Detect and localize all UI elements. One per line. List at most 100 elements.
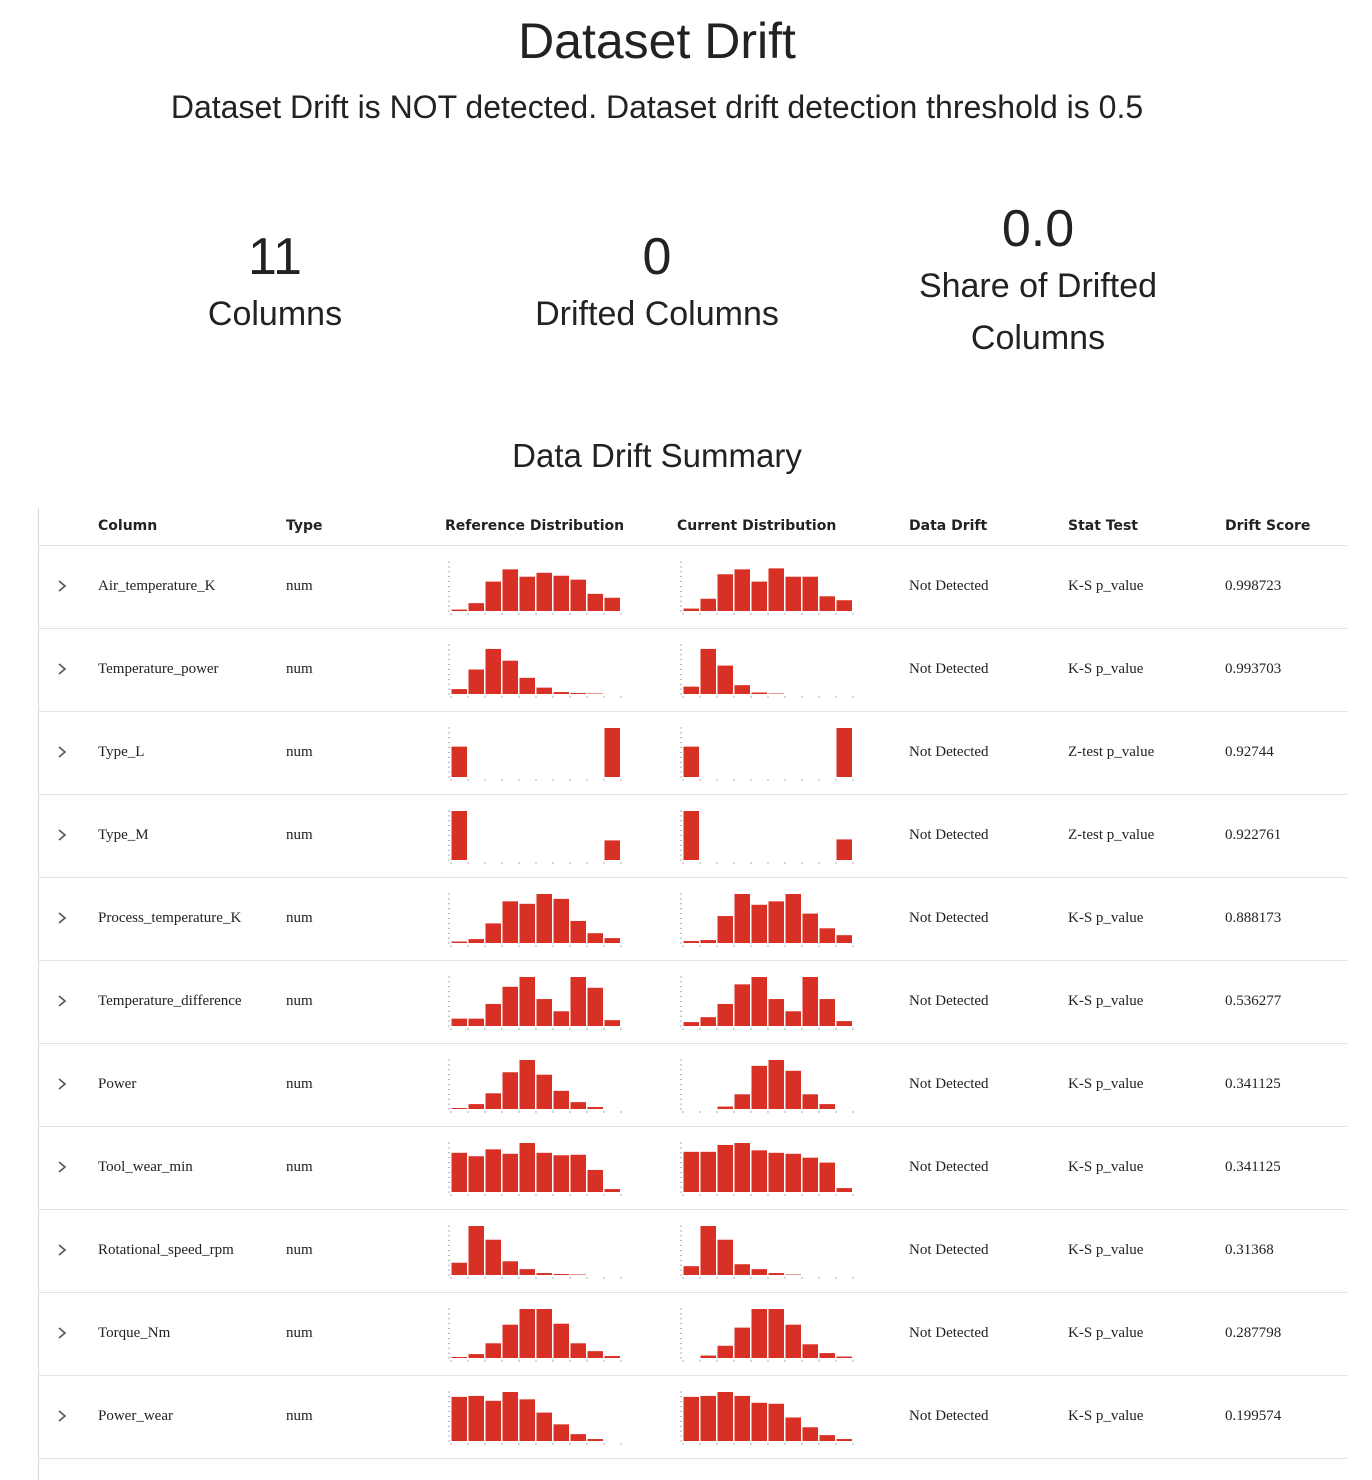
histogram-bar: [802, 576, 818, 611]
histogram-bar: [502, 1261, 518, 1275]
reference-distribution-chart: [448, 1308, 622, 1362]
histogram-bar: [734, 984, 750, 1026]
histogram-bar: [553, 1274, 569, 1275]
chevron-right-icon[interactable]: [55, 1323, 69, 1343]
histogram-bar: [485, 923, 501, 943]
histogram-bar: [802, 1157, 818, 1192]
histogram-bar: [451, 941, 467, 943]
chevron-right-icon[interactable]: [55, 1406, 69, 1426]
histogram-bar: [587, 1439, 603, 1441]
histogram-bar: [536, 1273, 552, 1275]
chevron-right-icon[interactable]: [55, 1240, 69, 1260]
column-type: num: [286, 578, 313, 594]
histogram-bar: [751, 977, 767, 1026]
chevron-right-icon[interactable]: [55, 908, 69, 928]
histogram-bar: [502, 569, 518, 611]
histogram-bar: [468, 603, 484, 611]
drift-score: 0.888173: [1225, 910, 1282, 926]
header-reference-distribution[interactable]: Reference Distribution: [445, 518, 625, 534]
histogram-bar: [768, 1309, 784, 1358]
chevron-right-icon[interactable]: [55, 659, 69, 679]
column-name: Temperature_difference: [98, 993, 242, 1009]
header-column[interactable]: Column: [98, 518, 158, 534]
table-row: Rotational_speed_rpm num Not Detected K-S p…: [39, 1210, 1347, 1293]
chevron-right-icon[interactable]: [55, 576, 69, 596]
histogram-bar: [683, 746, 699, 777]
header-current-distribution[interactable]: Current Distribution: [677, 518, 837, 534]
histogram-bar: [734, 1264, 750, 1275]
stat-test: Z-test p_value: [1068, 827, 1155, 843]
histogram-bar: [468, 1104, 484, 1109]
histogram-bar: [717, 665, 733, 694]
histogram-bar: [468, 1354, 484, 1358]
drift-score: 0.993703: [1225, 661, 1282, 677]
histogram-bar: [683, 941, 699, 943]
histogram-bar: [502, 1072, 518, 1109]
histogram-bar: [519, 1399, 535, 1441]
histogram-bar: [768, 901, 784, 943]
histogram-bar: [502, 1392, 518, 1441]
header-data-drift[interactable]: Data Drift: [909, 518, 988, 534]
histogram-bar: [451, 1152, 467, 1192]
header-stat-test[interactable]: Stat Test: [1068, 518, 1138, 534]
histogram-bar: [451, 811, 467, 860]
column-type: num: [286, 910, 313, 926]
histogram-bar: [485, 1149, 501, 1192]
histogram-bar: [604, 1189, 620, 1192]
histogram-bar: [751, 1065, 767, 1109]
drift-score: 0.199574: [1225, 1408, 1282, 1424]
chevron-right-icon[interactable]: [55, 1157, 69, 1177]
histogram-bar: [785, 894, 801, 943]
histogram-bar: [553, 1155, 569, 1192]
chevron-right-icon[interactable]: [55, 991, 69, 1011]
histogram-bar: [451, 1396, 467, 1441]
histogram-bar: [819, 1353, 835, 1358]
column-name: Temperature_power: [98, 661, 219, 677]
histogram-bar: [785, 1011, 801, 1026]
histogram-bar: [519, 1143, 535, 1192]
chevron-right-icon[interactable]: [55, 1074, 69, 1094]
table-row: Type_L num Not Detected Z-test p_value 0.927…: [39, 712, 1347, 795]
column-type: num: [286, 827, 313, 843]
histogram-bar: [485, 1093, 501, 1109]
histogram-bar: [802, 913, 818, 943]
column-name: Type_L: [98, 744, 145, 760]
histogram-bar: [536, 1412, 552, 1441]
histogram-bar: [734, 685, 750, 694]
histogram-bar: [836, 1439, 852, 1441]
reference-distribution-chart: [448, 561, 622, 615]
histogram-bar: [570, 1102, 586, 1109]
column-type: num: [286, 1242, 313, 1258]
header-type[interactable]: Type: [286, 518, 323, 534]
histogram-bar: [570, 1343, 586, 1358]
chevron-right-icon[interactable]: [55, 825, 69, 845]
histogram-bar: [536, 572, 552, 611]
header-drift-score[interactable]: Drift Score: [1225, 518, 1311, 534]
histogram-bar: [700, 940, 716, 943]
table-row: Type_M num Not Detected Z-test p_value 0.922…: [39, 795, 1347, 878]
histogram-bar: [768, 568, 784, 611]
histogram-bar: [553, 1323, 569, 1358]
histogram-bar: [700, 1017, 716, 1026]
histogram-bar: [519, 677, 535, 694]
histogram-bar: [700, 598, 716, 611]
histogram-bar: [604, 938, 620, 943]
histogram-bar: [785, 1070, 801, 1109]
drift-score: 0.31368: [1225, 1242, 1274, 1258]
current-distribution-chart: [680, 976, 854, 1030]
current-distribution-chart: [680, 644, 854, 698]
histogram-bar: [604, 597, 620, 611]
histogram-bar: [468, 1395, 484, 1441]
chevron-right-icon[interactable]: [55, 742, 69, 762]
section-title: Data Drift Summary: [512, 437, 802, 474]
histogram-bar: [604, 728, 620, 777]
histogram-bar: [451, 746, 467, 777]
table-row: Process_temperature_K num Not Detected K-S …: [39, 878, 1347, 961]
histogram-bar: [570, 1154, 586, 1192]
table-row: Tool_wear_min num Not Detected K-S p_value 0…: [39, 1127, 1347, 1210]
histogram-bar: [751, 1150, 767, 1192]
drift-score: 0.922761: [1225, 827, 1282, 843]
histogram-bar: [468, 1226, 484, 1275]
histogram-bar: [819, 1435, 835, 1441]
reference-distribution-chart: [448, 810, 622, 864]
